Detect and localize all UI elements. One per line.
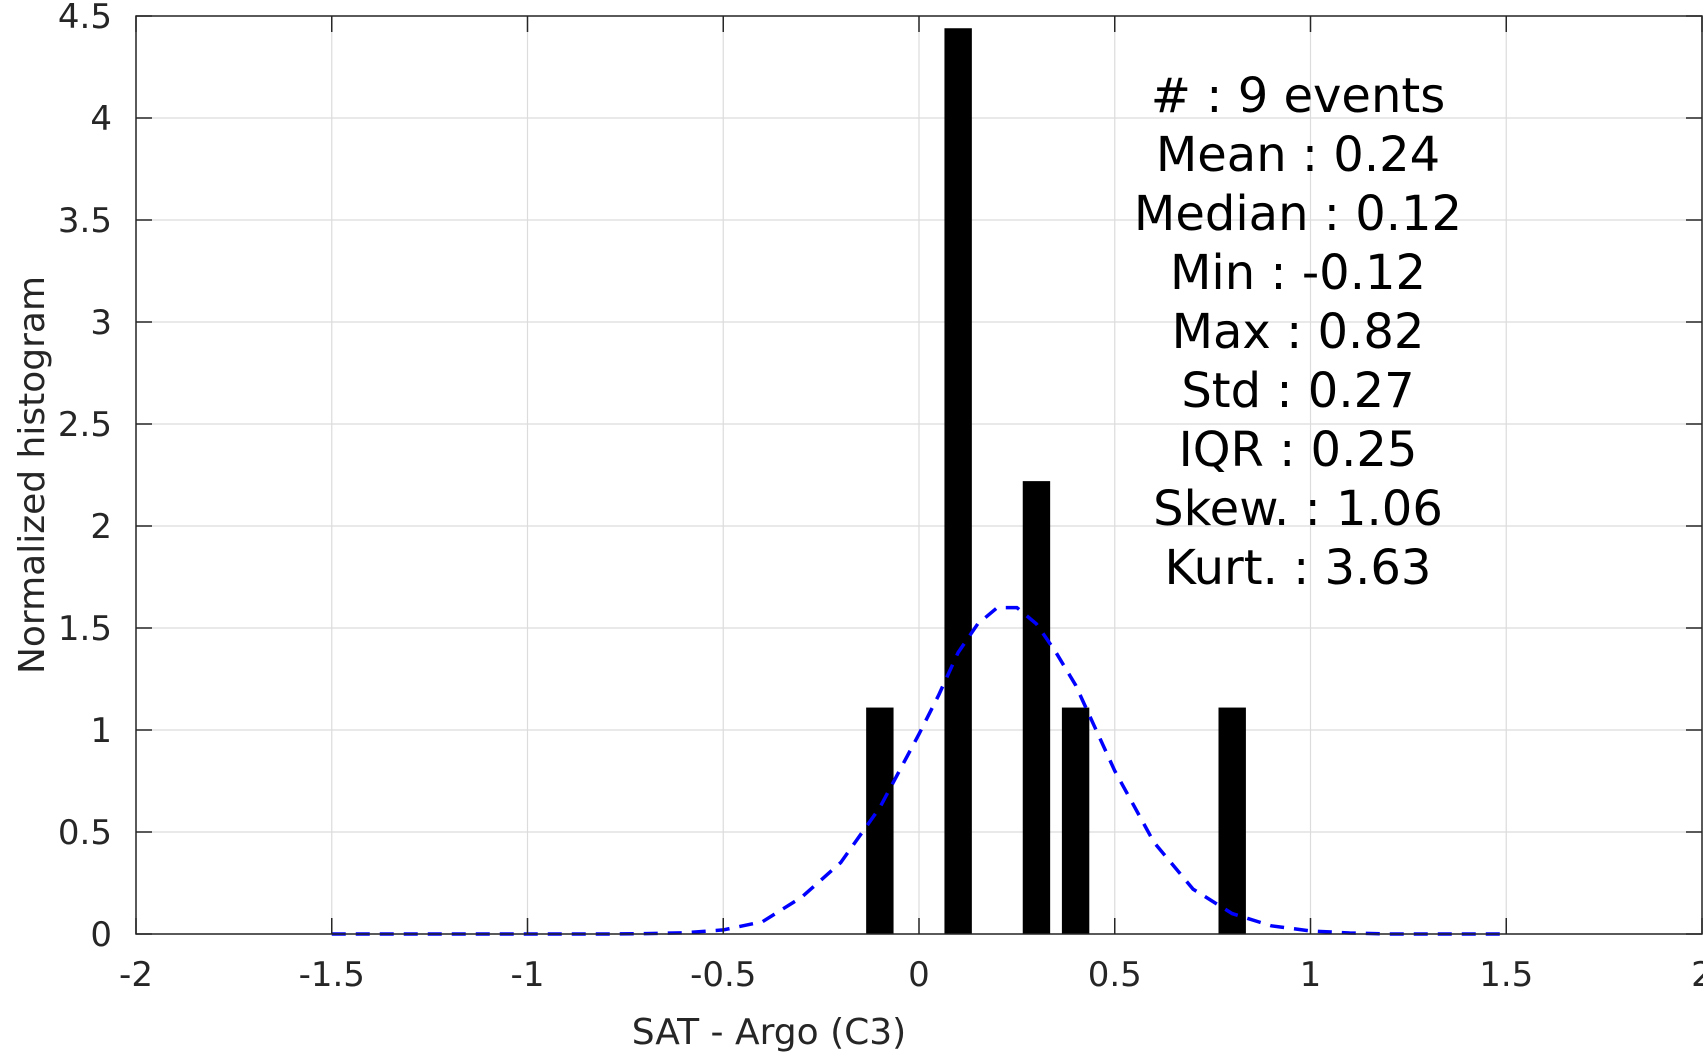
y-axis-label: Normalized histogram [12,276,53,674]
x-axis-label: SAT - Argo (C3) [632,1012,906,1053]
x-tick-label: 0.5 [1088,955,1142,995]
x-tick-label: -0.5 [690,955,756,995]
histogram-bar [1022,481,1051,934]
y-tick-label: 1 [90,711,112,751]
stat-line: Kurt. : 3.63 [1165,540,1432,596]
grid-lines [135,15,1703,935]
tick-marks [135,15,1703,935]
x-tick-label: 1.5 [1479,955,1533,995]
y-tick-labels: 0 0.5 1 1.5 2 2.5 3 3.5 4 4.5 [58,0,112,955]
x-tick-label: -2 [119,955,153,995]
stat-line: # : 9 events [1151,68,1445,124]
histogram-bar [1218,707,1246,934]
stat-line: IQR : 0.25 [1179,422,1418,478]
x-tick-label: 1 [1300,955,1322,995]
x-tick-label: 0 [908,955,930,995]
stat-line: Skew. : 1.06 [1153,481,1443,537]
y-tick-label: 1.5 [58,609,112,649]
y-tick-label: 3 [90,303,112,343]
y-tick-label: 2.5 [58,405,112,445]
histogram-bars [866,28,1246,935]
x-tick-labels: -2 -1.5 -1 -0.5 0 0.5 1 1.5 2 [119,955,1703,995]
y-tick-label: 0 [90,915,112,955]
stat-line: Median : 0.12 [1134,186,1462,242]
x-tick-label: 2 [1691,955,1703,995]
y-tick-label: 3.5 [58,201,112,241]
y-tick-label: 2 [90,507,112,547]
y-tick-label: 0.5 [58,813,112,853]
stat-line: Mean : 0.24 [1156,127,1440,183]
y-tick-label: 4 [90,99,112,139]
y-tick-label: 4.5 [58,0,112,37]
x-tick-label: -1 [511,955,545,995]
histogram-bar [944,28,972,935]
histogram-bar [1061,707,1090,934]
stat-line: Std : 0.27 [1181,363,1414,419]
stat-line: Max : 0.82 [1172,304,1425,360]
x-tick-label: -1.5 [299,955,365,995]
stat-line: Min : -0.12 [1170,245,1426,301]
